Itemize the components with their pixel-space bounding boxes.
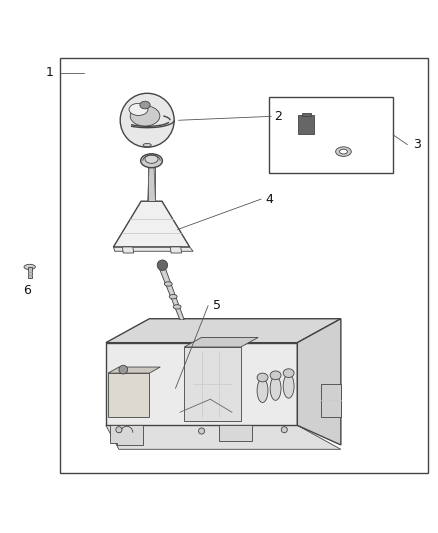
Ellipse shape xyxy=(130,106,160,126)
Ellipse shape xyxy=(141,154,162,168)
Polygon shape xyxy=(106,343,297,425)
Ellipse shape xyxy=(283,374,294,398)
Circle shape xyxy=(116,426,122,433)
Bar xyxy=(108,373,149,417)
Polygon shape xyxy=(184,337,258,347)
Circle shape xyxy=(120,93,174,147)
Polygon shape xyxy=(219,425,252,441)
Polygon shape xyxy=(106,425,341,449)
Text: 5: 5 xyxy=(213,299,221,312)
Ellipse shape xyxy=(339,149,347,154)
Polygon shape xyxy=(106,319,341,343)
Text: 3: 3 xyxy=(413,138,421,151)
Text: 6: 6 xyxy=(24,284,32,297)
Ellipse shape xyxy=(140,101,150,109)
Bar xyxy=(60,58,428,473)
Bar xyxy=(321,384,341,417)
Ellipse shape xyxy=(24,264,35,270)
Ellipse shape xyxy=(143,143,151,147)
Bar xyxy=(28,266,32,278)
Ellipse shape xyxy=(169,295,177,299)
Text: 2: 2 xyxy=(274,110,282,123)
Ellipse shape xyxy=(129,103,148,116)
Bar xyxy=(269,97,393,173)
Bar xyxy=(184,347,241,421)
Text: 4: 4 xyxy=(265,192,273,206)
Ellipse shape xyxy=(257,378,268,402)
Circle shape xyxy=(281,426,287,433)
Bar xyxy=(302,112,311,116)
Polygon shape xyxy=(110,425,143,445)
Circle shape xyxy=(119,365,127,374)
Polygon shape xyxy=(113,247,193,251)
Polygon shape xyxy=(122,247,134,253)
Polygon shape xyxy=(108,367,160,373)
Ellipse shape xyxy=(283,369,294,377)
Polygon shape xyxy=(297,319,341,445)
Bar xyxy=(148,164,155,201)
Polygon shape xyxy=(170,247,182,253)
Circle shape xyxy=(198,428,205,434)
Ellipse shape xyxy=(164,282,172,286)
Ellipse shape xyxy=(145,155,158,163)
Polygon shape xyxy=(159,269,184,320)
Polygon shape xyxy=(113,201,190,247)
Circle shape xyxy=(157,260,168,270)
Bar xyxy=(298,115,314,134)
Ellipse shape xyxy=(270,371,281,379)
Ellipse shape xyxy=(173,305,181,309)
Ellipse shape xyxy=(257,373,268,382)
Text: 1: 1 xyxy=(45,66,53,79)
Ellipse shape xyxy=(270,376,281,400)
Ellipse shape xyxy=(336,147,351,156)
